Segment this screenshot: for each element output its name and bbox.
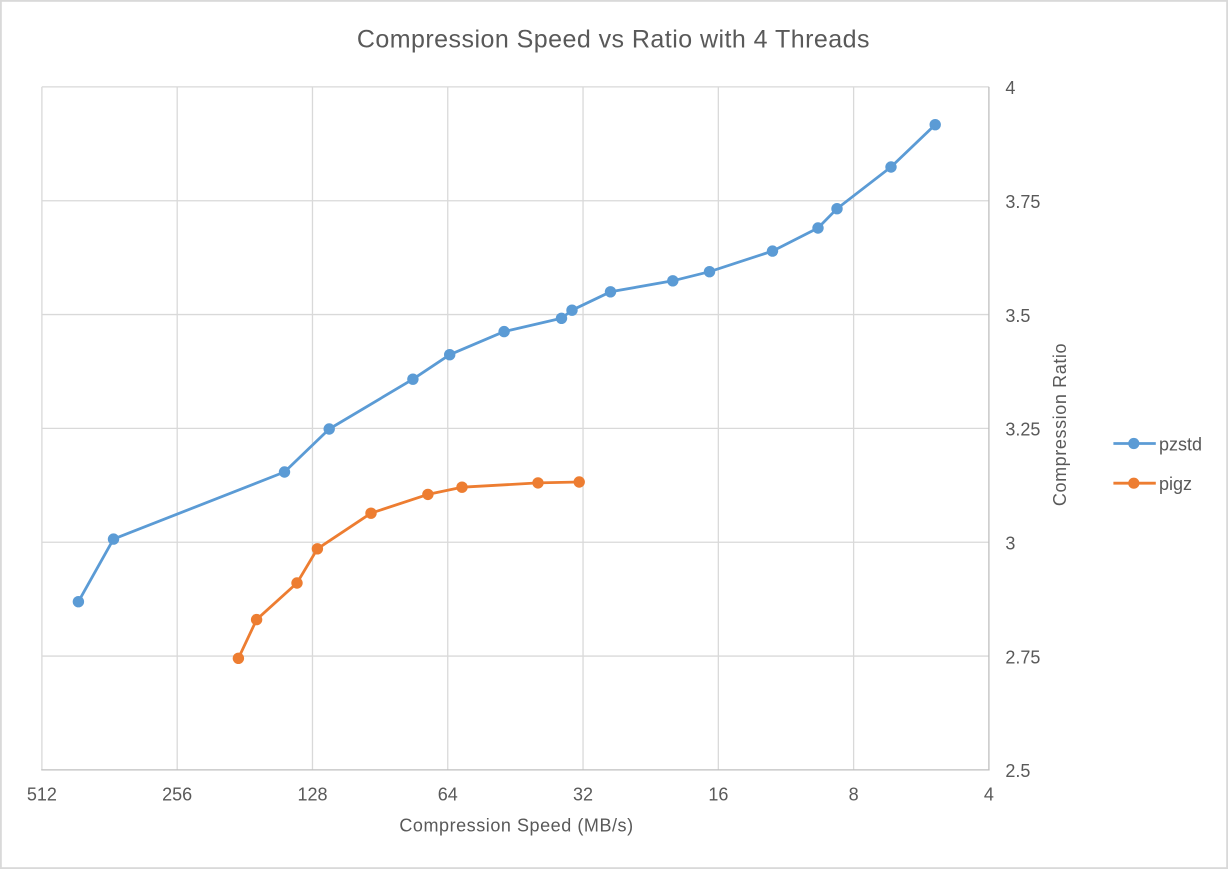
svg-text:Compression Speed vs Ratio wit: Compression Speed vs Ratio with 4 Thread…	[357, 26, 870, 54]
svg-text:pigz: pigz	[1159, 474, 1192, 494]
svg-text:256: 256	[162, 785, 192, 805]
svg-text:Compression Speed (MB/s): Compression Speed (MB/s)	[399, 816, 633, 836]
svg-text:2.75: 2.75	[1005, 647, 1040, 667]
svg-text:3.5: 3.5	[1005, 306, 1030, 326]
svg-text:3.25: 3.25	[1005, 420, 1040, 440]
svg-text:8: 8	[849, 785, 859, 805]
svg-text:16: 16	[708, 785, 728, 805]
svg-text:Compression Ratio: Compression Ratio	[1050, 343, 1070, 506]
svg-text:4: 4	[984, 785, 994, 805]
svg-text:4: 4	[1005, 78, 1015, 98]
svg-text:512: 512	[27, 785, 57, 805]
svg-text:3.75: 3.75	[1005, 192, 1040, 212]
svg-text:64: 64	[438, 785, 458, 805]
svg-text:pzstd: pzstd	[1159, 435, 1202, 455]
svg-text:2.5: 2.5	[1005, 761, 1030, 781]
svg-text:128: 128	[297, 785, 327, 805]
svg-text:32: 32	[573, 785, 593, 805]
svg-text:3: 3	[1005, 533, 1015, 553]
